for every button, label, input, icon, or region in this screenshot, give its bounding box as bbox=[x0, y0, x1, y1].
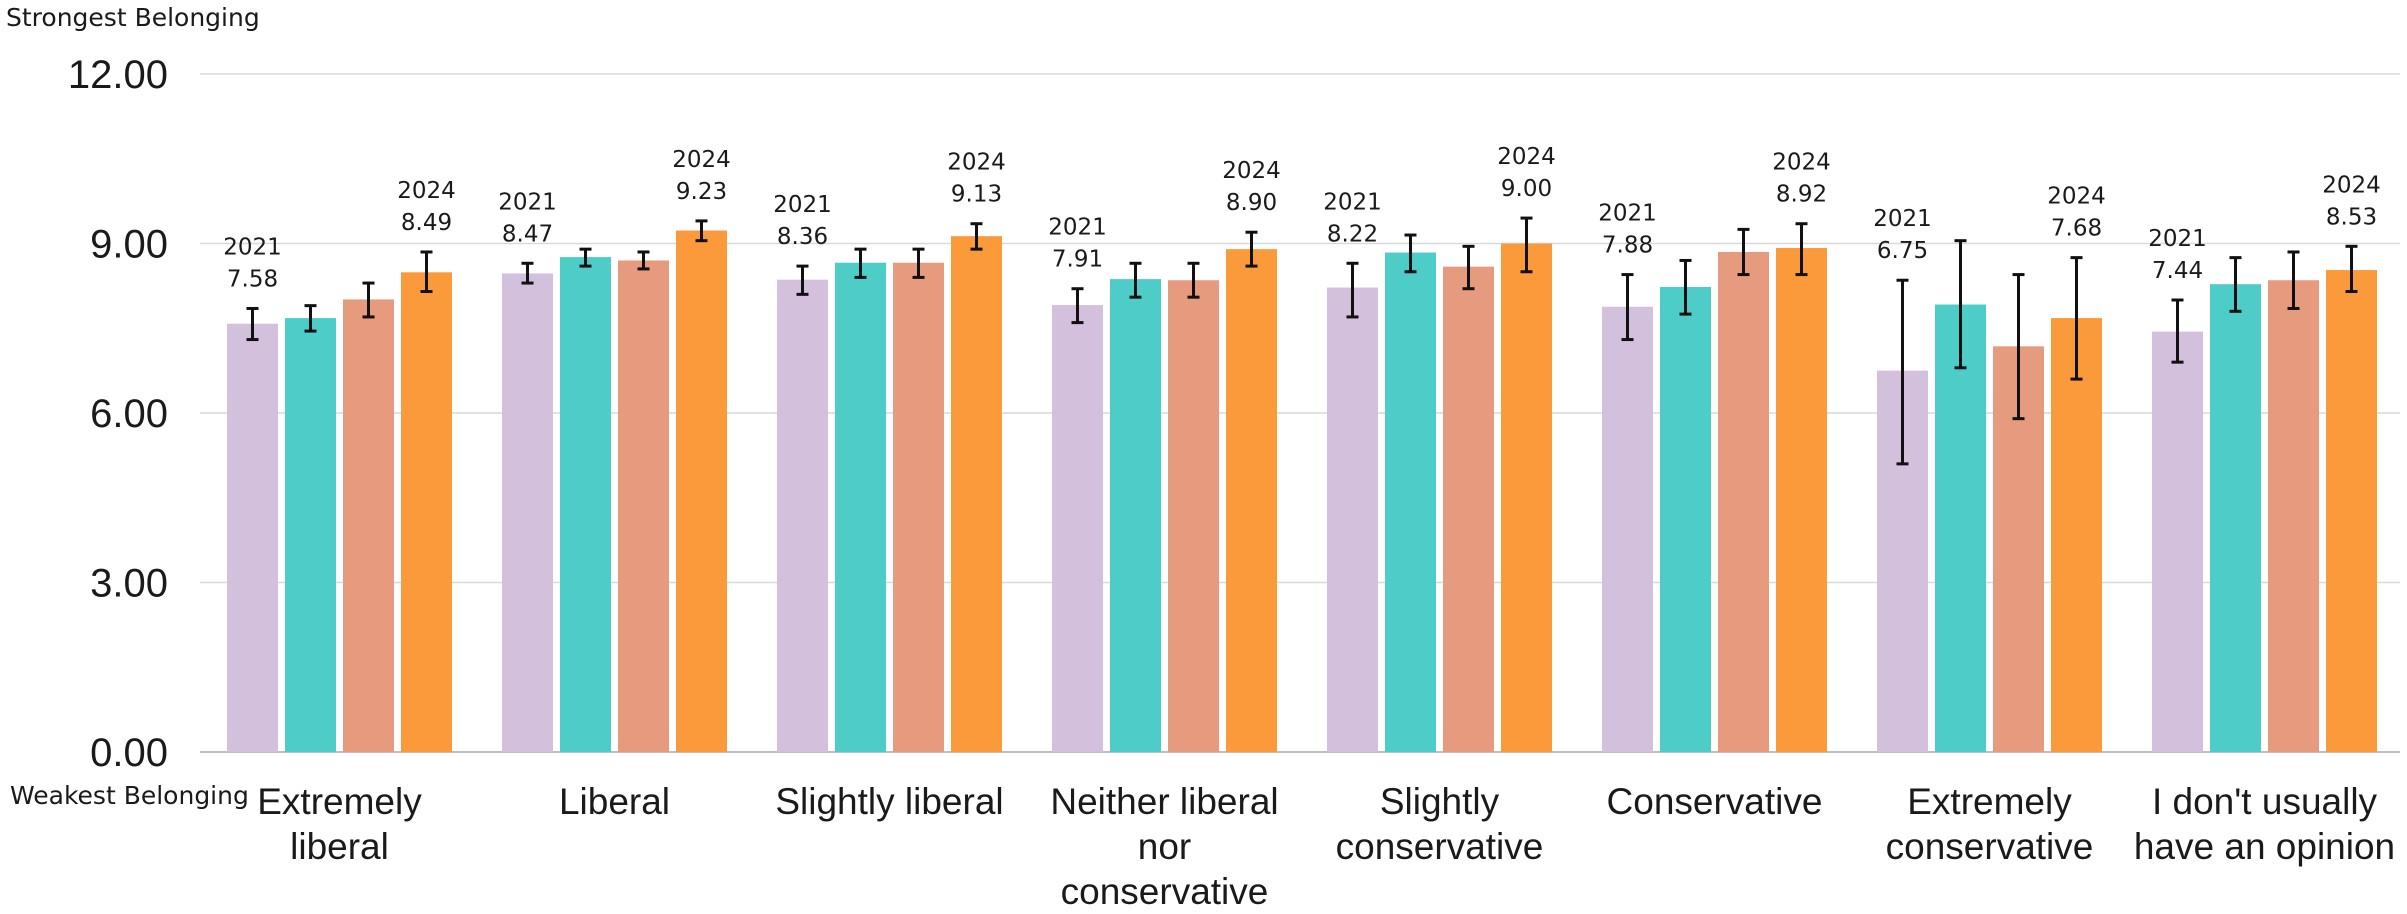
year-label: 2021 bbox=[1873, 206, 1932, 232]
data-labels: 7.58 2021 8.49 2024 8.47 2021 9.23 2024 8.36 2021… bbox=[223, 144, 2381, 292]
bar bbox=[2051, 318, 2102, 752]
bar bbox=[1443, 266, 1494, 752]
bar bbox=[1718, 251, 1769, 752]
bar bbox=[1501, 243, 1552, 752]
bar bbox=[1168, 280, 1219, 752]
year-label: 2021 bbox=[2148, 226, 2207, 252]
category-label: Extremely bbox=[1907, 781, 2072, 822]
year-label: 2024 bbox=[397, 178, 456, 204]
value-label: 7.44 bbox=[2152, 258, 2203, 284]
value-label: 9.00 bbox=[1501, 176, 1552, 202]
bar bbox=[1226, 249, 1277, 752]
category-label: nor bbox=[1138, 826, 1191, 867]
year-label: 2021 bbox=[1323, 189, 1382, 215]
bar bbox=[2268, 280, 2319, 752]
y-tick-label: 6.00 bbox=[90, 392, 168, 436]
category-label: Liberal bbox=[559, 781, 670, 822]
bar bbox=[2210, 284, 2261, 752]
value-label: 8.53 bbox=[2326, 204, 2377, 230]
bar bbox=[1602, 306, 1653, 752]
value-label: 6.75 bbox=[1877, 238, 1928, 264]
bar bbox=[1052, 305, 1103, 752]
year-label: 2024 bbox=[2322, 172, 2381, 198]
category-label: Conservative bbox=[1607, 781, 1823, 822]
category-label: conservative bbox=[1061, 871, 1269, 912]
bar bbox=[401, 272, 452, 752]
bar bbox=[2326, 270, 2377, 752]
bar bbox=[343, 299, 394, 752]
bar bbox=[1935, 304, 1986, 752]
category-label: conservative bbox=[1336, 826, 1544, 867]
year-label: 2021 bbox=[223, 234, 282, 260]
year-label: 2024 bbox=[1497, 144, 1556, 170]
bar bbox=[618, 260, 669, 752]
value-label: 8.90 bbox=[1226, 190, 1277, 216]
value-label: 8.36 bbox=[777, 224, 828, 250]
bars bbox=[227, 230, 2377, 753]
y-tick-label: 9.00 bbox=[90, 223, 168, 267]
bar bbox=[1660, 287, 1711, 752]
y-axis-ticks: 0.00 3.00 6.00 9.00 12.00 bbox=[68, 53, 168, 775]
value-label: 9.13 bbox=[951, 182, 1002, 208]
y-tick-label: 0.00 bbox=[90, 731, 168, 775]
bar bbox=[2152, 331, 2203, 752]
error-bars bbox=[246, 216, 2358, 466]
category-label: conservative bbox=[1886, 826, 2094, 867]
category-label: have an opinion bbox=[2134, 826, 2395, 867]
bar bbox=[502, 273, 553, 752]
bar bbox=[227, 323, 278, 752]
bottom-axis-label: Weakest Belonging bbox=[10, 781, 249, 810]
y-tick-label: 3.00 bbox=[90, 562, 168, 606]
bar bbox=[1327, 287, 1378, 752]
bar bbox=[777, 279, 828, 752]
bar bbox=[676, 230, 727, 752]
year-label: 2021 bbox=[773, 192, 832, 218]
category-label: Slightly bbox=[1380, 781, 1500, 822]
year-label: 2021 bbox=[1048, 215, 1107, 241]
value-label: 8.47 bbox=[502, 221, 553, 247]
bar bbox=[835, 262, 886, 752]
bar bbox=[1110, 279, 1161, 752]
value-label: 9.23 bbox=[676, 179, 727, 205]
bar bbox=[1385, 252, 1436, 753]
year-label: 2021 bbox=[1598, 201, 1657, 227]
year-label: 2021 bbox=[498, 189, 557, 215]
value-label: 8.49 bbox=[401, 210, 452, 236]
year-label: 2024 bbox=[2047, 184, 2106, 210]
year-label: 2024 bbox=[1222, 158, 1281, 184]
year-label: 2024 bbox=[1772, 150, 1831, 176]
value-label: 7.91 bbox=[1052, 247, 1103, 273]
top-axis-label: Strongest Belonging bbox=[6, 3, 260, 32]
value-label: 7.88 bbox=[1602, 233, 1653, 259]
bar bbox=[560, 257, 611, 752]
category-label: Extremely bbox=[257, 781, 422, 822]
category-label: Neither liberal bbox=[1050, 781, 1278, 822]
year-label: 2024 bbox=[947, 150, 1006, 176]
bar bbox=[951, 236, 1002, 752]
bar bbox=[285, 318, 336, 752]
value-label: 7.68 bbox=[2051, 216, 2102, 242]
value-label: 8.92 bbox=[1776, 182, 1827, 208]
category-label: I don't usually bbox=[2152, 781, 2378, 822]
year-label: 2024 bbox=[672, 147, 731, 173]
value-label: 8.22 bbox=[1327, 221, 1378, 247]
value-label: 7.58 bbox=[227, 266, 278, 292]
bar bbox=[1776, 248, 1827, 752]
bar bbox=[893, 262, 944, 752]
category-label: liberal bbox=[290, 826, 389, 867]
category-label: Slightly liberal bbox=[775, 781, 1003, 822]
y-tick-label: 12.00 bbox=[68, 53, 168, 97]
